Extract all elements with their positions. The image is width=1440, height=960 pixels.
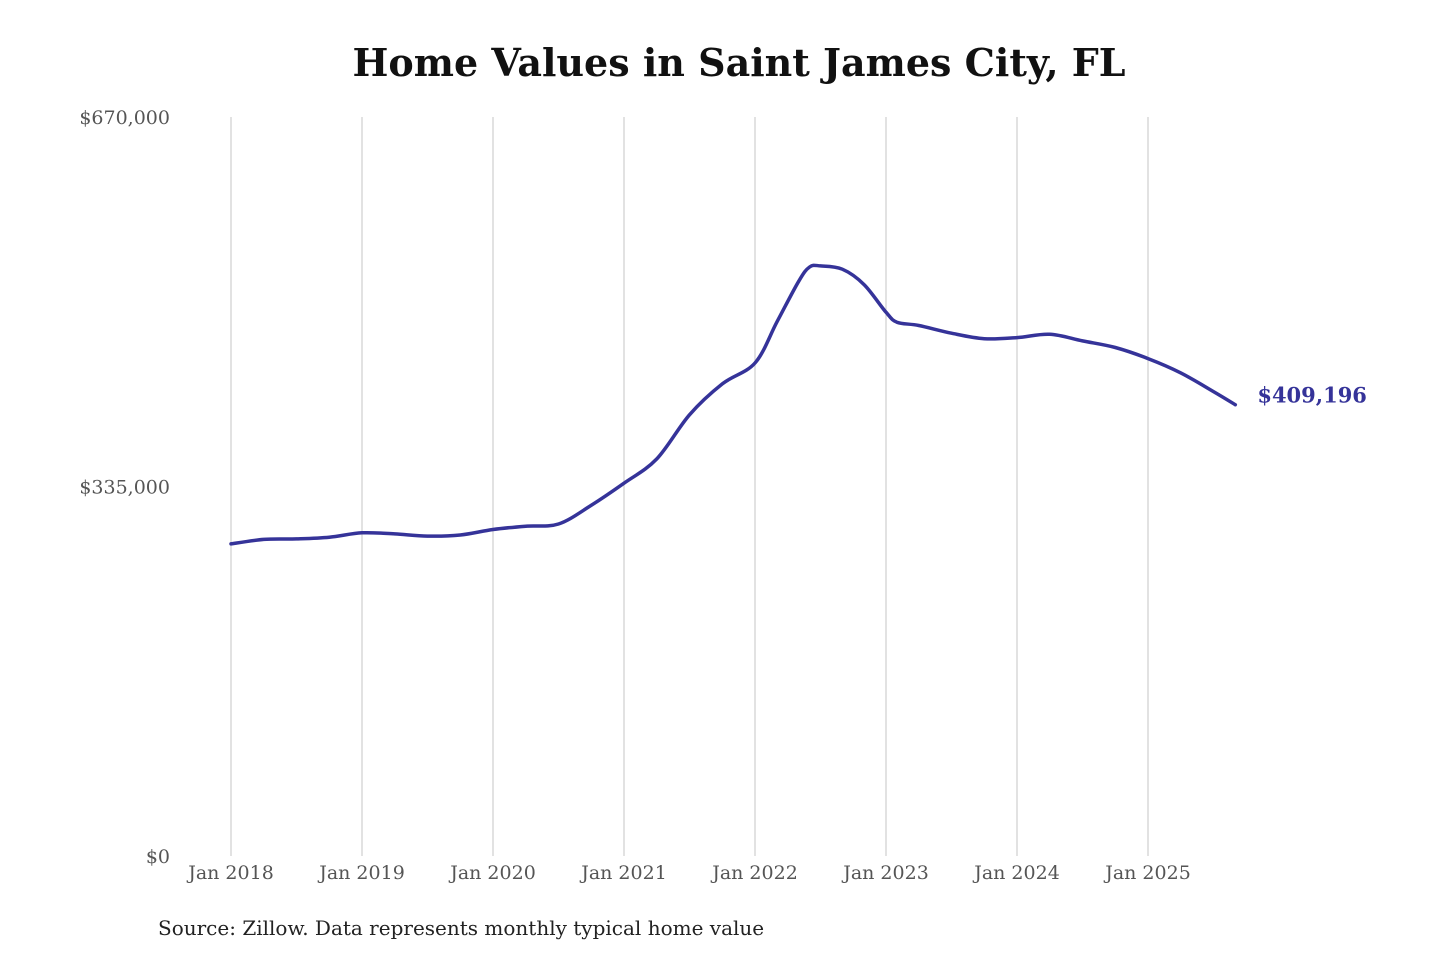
y-tick-label: $335,000 <box>79 477 170 499</box>
y-axis-ticks: $670,000 $335,000 $0 <box>79 107 170 868</box>
x-tick-label: Jan 2018 <box>186 862 274 884</box>
x-tick-label: Jan 2023 <box>841 862 929 884</box>
x-tick-label: Jan 2020 <box>448 862 536 884</box>
chart-title: Home Values in Saint James City, FL <box>352 40 1126 85</box>
end-value-label: $409,196 <box>1257 383 1367 408</box>
grid-lines <box>230 117 1149 856</box>
x-axis-ticks: Jan 2018 Jan 2019 Jan 2020 Jan 2021 Jan 2022… <box>186 862 1191 884</box>
series-line-home-value <box>229 263 1238 546</box>
x-tick-label: Jan 2019 <box>317 862 405 884</box>
x-tick-label: Jan 2025 <box>1103 862 1191 884</box>
x-tick-label: Jan 2022 <box>710 862 798 884</box>
source-note: Source: Zillow. Data represents monthly … <box>158 916 765 940</box>
y-tick-label: $670,000 <box>79 107 170 129</box>
x-tick-label: Jan 2024 <box>972 862 1060 884</box>
x-tick-label: Jan 2021 <box>579 862 667 884</box>
y-tick-label: $0 <box>146 846 170 868</box>
